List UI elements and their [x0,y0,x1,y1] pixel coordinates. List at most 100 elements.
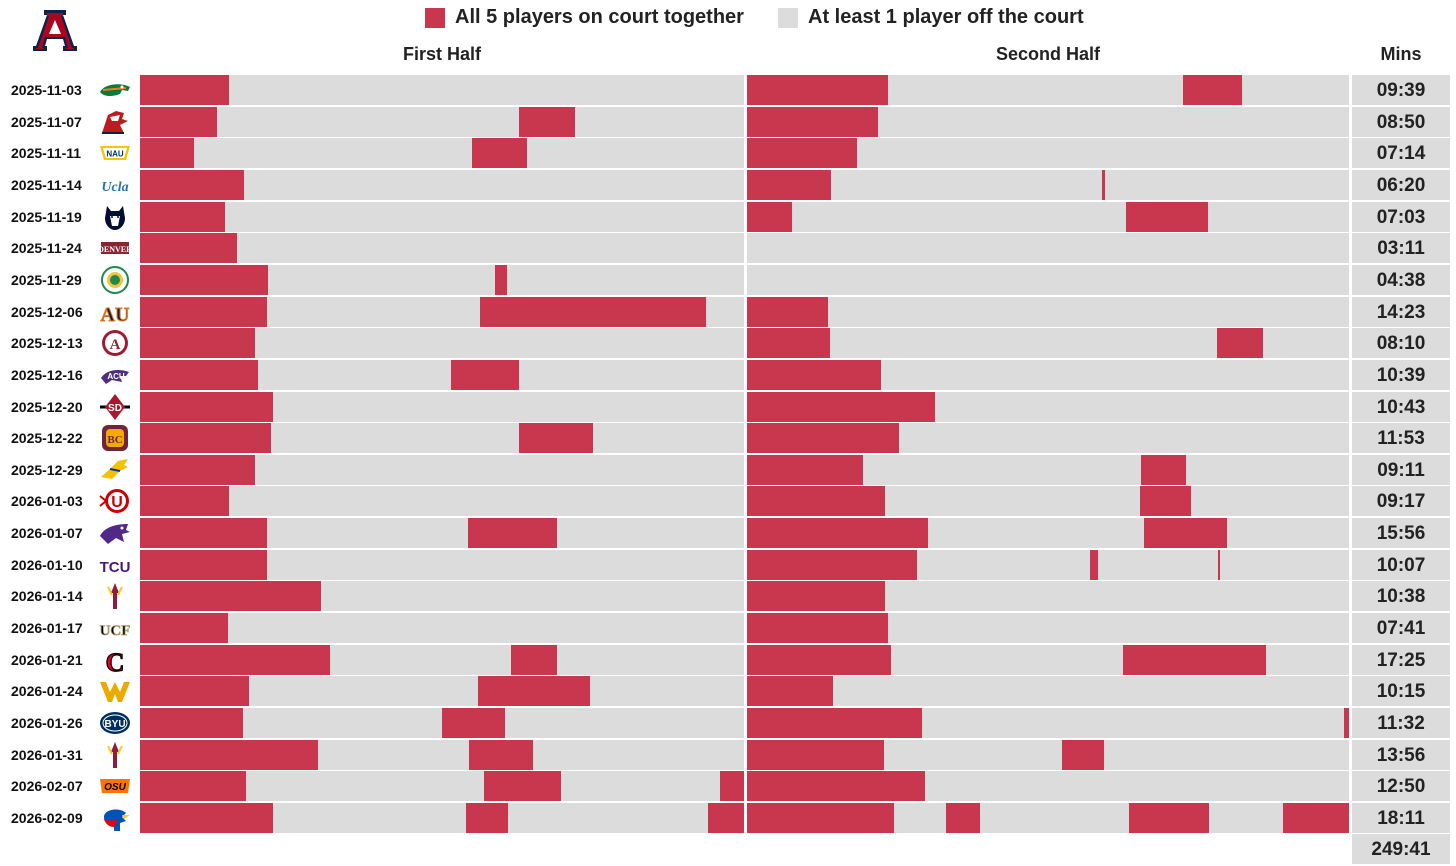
mins-value: 07:41 [1352,613,1450,644]
first-half-track [140,169,744,200]
green-round-seal-logo [98,265,132,295]
all-five-segment [140,359,258,390]
game-date: 2026-01-10 [11,556,83,573]
utah-tech-logo [98,107,132,137]
all-five-segment [1090,549,1098,580]
first-half-track [140,423,744,454]
all-five-segment [747,771,925,802]
game-date: 2025-11-29 [11,271,82,288]
total-mins: 249:41 [1352,834,1450,864]
game-row: 2026-01-03 U 09:17 [0,486,1456,517]
mins-value: 17:25 [1352,644,1450,675]
game-row: 2025-12-22 BC 11:53 [0,423,1456,454]
all-five-segment [519,423,593,454]
svg-text:NAU: NAU [106,150,124,159]
mins-value: 08:50 [1352,106,1450,137]
all-five-segment [140,169,245,200]
all-five-segment [451,359,519,390]
svg-text:C: C [106,648,125,675]
all-five-segment [140,708,243,738]
svg-text:BYU: BYU [104,719,125,730]
svg-text:TCU: TCU [100,559,131,576]
first-half-track [140,233,744,264]
first-half-track [140,708,744,738]
first-half-track [140,771,744,802]
all-five-segment [1216,328,1264,359]
all-five-segment [1218,549,1220,580]
san-diego-state-logo: SD [98,392,132,422]
game-row: 2025-12-06 AU 14:23 [0,296,1456,327]
all-five-segment [140,391,273,422]
second-half-track [747,676,1349,707]
second-half-track [747,454,1349,485]
bethune-cookman-logo: BC [98,423,132,453]
svg-text:UCF: UCF [100,623,131,639]
game-row: 2026-01-21 C 17:25 [0,644,1456,677]
all-five-segment [1061,739,1104,770]
mins-value: 18:11 [1352,802,1450,833]
second-half-track [747,201,1349,232]
all-five-segment [140,328,255,359]
kansas-jayhawk-logo [98,803,132,833]
second-half-track [747,264,1349,295]
game-date: 2025-11-11 [11,145,82,162]
second-half-title: Second Half [995,44,1101,64]
second-half-track [747,138,1349,169]
first-half-track [140,739,744,770]
legend-item-off-court: At least 1 player off the court [778,6,1084,29]
tcu-logo: TCU [98,550,132,580]
first-half-track [140,486,744,517]
mins-value: 07:14 [1352,138,1450,169]
game-date: 2026-02-07 [11,778,83,795]
all-five-segment [747,486,886,517]
mins-value: 15:56 [1352,518,1450,549]
all-five-segment [140,486,230,517]
first-half-track [140,644,744,675]
denver-logo: DENVER [98,233,132,263]
game-date: 2026-01-07 [11,525,83,542]
second-half-track [747,771,1349,802]
all-five-segment [747,708,922,738]
legend-label-off-court: At least 1 player off the court [808,6,1084,28]
first-half-track [140,201,744,232]
all-five-segment [747,75,889,105]
oklahoma-state-logo: OSU [98,771,132,801]
legend: All 5 players on court together At least… [0,6,1456,34]
game-row: 2026-01-24 10:15 [0,676,1456,707]
mins-value: 09:39 [1352,75,1450,105]
game-date: 2026-01-31 [11,746,83,763]
all-five-segment [747,106,878,137]
svg-text:OSU: OSU [104,782,126,793]
all-five-segment [747,581,886,612]
uconn-husky-logo [98,202,132,232]
all-five-segment [472,138,527,169]
all-five-segment [1144,518,1228,549]
all-five-segment [1344,708,1349,738]
all-five-segment [140,802,273,833]
all-five-segment [140,549,267,580]
arizona-logo [33,10,77,51]
all-five-segment [140,106,217,137]
all-five-segment [511,644,557,675]
mins-value: 10:43 [1352,391,1450,422]
game-row: 2025-12-13 A 08:10 [0,328,1456,359]
all-five-segment [1123,644,1267,675]
mins-value: 11:53 [1352,423,1450,454]
all-five-segment [747,739,884,770]
second-half-track [747,359,1349,390]
all-five-segment [747,169,832,200]
game-date: 2026-01-03 [11,493,83,510]
first-half-track [140,802,744,833]
second-half-track [747,328,1349,359]
game-date: 2026-01-26 [11,715,83,731]
all-five-segment [140,644,331,675]
all-five-segment [466,802,509,833]
florida-gator-logo [98,75,132,105]
all-five-segment [747,518,928,549]
all-five-segment [945,802,981,833]
game-row: 2026-01-26 BYU 11:32 [0,708,1456,738]
game-date: 2025-12-22 [11,430,83,447]
all-five-segment [747,138,857,169]
mins-value: 09:17 [1352,486,1450,517]
mins-value: 12:50 [1352,771,1450,802]
